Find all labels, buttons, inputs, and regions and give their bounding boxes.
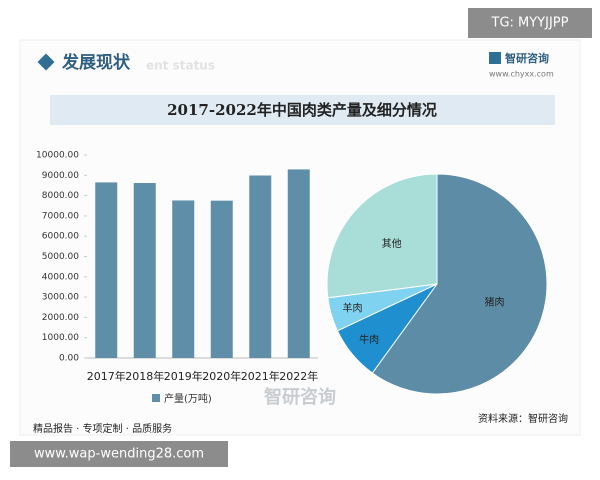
section-title: 发展现状 <box>61 52 131 73</box>
y-tick-label: 4000.00 <box>42 272 79 282</box>
source: 资料来源：智研咨询 <box>478 412 568 425</box>
y-tick-label: 10000.00 <box>36 151 79 161</box>
pie-label: 猪肉 <box>485 296 505 309</box>
y-tick-label: 0.00 <box>59 354 79 364</box>
banner-box <box>50 95 555 125</box>
x-tick-label: 2022年 <box>279 369 318 383</box>
y-tick-label: 2000.00 <box>42 313 79 323</box>
y-tick-label: 6000.00 <box>42 232 79 242</box>
y-tick-label: 7000.00 <box>42 211 79 221</box>
title-icon <box>37 53 55 71</box>
banner: 2017-2022年中国肉类产量及细分情况 <box>167 101 437 119</box>
x-tick-label: 2017年 <box>87 369 126 383</box>
logo: 智研咨询 <box>264 386 336 408</box>
bar <box>172 200 195 358</box>
x-tick-label: 2019年 <box>164 369 203 383</box>
y-tick-label: 5000.00 <box>42 252 79 262</box>
section-subtitle: ent status <box>146 59 215 73</box>
tag: TG: MYYJJPP <box>491 16 569 31</box>
bar <box>95 182 118 358</box>
slogan: 精品报告 · 专项定制 · 品质服务 <box>33 422 172 435</box>
bar <box>249 175 272 358</box>
pie-slice <box>326 173 438 299</box>
bar <box>133 183 156 358</box>
pie-label: 牛肉 <box>359 333 379 346</box>
legend-swatch <box>152 394 160 402</box>
tag-box <box>468 8 592 38</box>
x-tick-label: 2021年 <box>241 369 280 383</box>
brand: 智研咨询 <box>505 51 549 65</box>
watermark-box <box>10 441 228 467</box>
brand-icon <box>489 52 501 64</box>
watermark: www.wap-wending28.com <box>34 447 204 462</box>
bar <box>210 200 233 358</box>
y-tick-label: 3000.00 <box>42 293 79 303</box>
pie-label: 羊肉 <box>342 302 362 315</box>
pie-slice <box>371 173 548 395</box>
y-tick-label: 9000.00 <box>42 171 79 181</box>
bar <box>287 169 310 358</box>
x-tick-label: 2018年 <box>125 369 164 383</box>
pie-label: 其他 <box>382 237 402 250</box>
charts: 0.00 1000.00 2000.00 3000.00 4000.00 5000.00 6… <box>36 151 548 405</box>
y-tick-label: 8000.00 <box>42 191 79 201</box>
x-tick-label: 2020年 <box>202 369 241 383</box>
y-tick-label: 1000.00 <box>42 333 79 343</box>
legend-label: 产量(万吨) <box>164 392 212 405</box>
site: www.chyxx.com <box>489 70 554 79</box>
